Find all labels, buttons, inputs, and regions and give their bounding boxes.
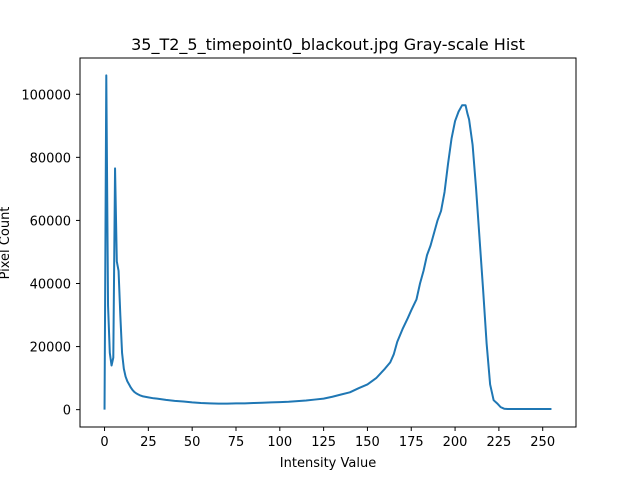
x-tick-label: 250 (530, 435, 555, 450)
y-axis: 0 20000 40000 60000 80000 100000 (21, 88, 80, 419)
chart-title: 35_T2_5_timepoint0_blackout.jpg Gray-sca… (131, 35, 525, 55)
histogram-line (103, 74, 552, 411)
x-axis-label: Intensity Value (280, 456, 376, 471)
x-tick-label: 25 (140, 435, 157, 450)
y-tick-label: 40000 (30, 278, 71, 293)
axes-frame (79, 57, 577, 428)
x-tick-label: 0 (100, 435, 108, 450)
x-tick-label: 225 (486, 435, 511, 450)
x-axis: 0 25 50 75 100 125 150 175 200 225 250 (100, 427, 555, 450)
x-tick-label: 100 (267, 435, 292, 450)
x-tick-label: 175 (399, 435, 424, 450)
y-tick-label: 20000 (30, 341, 71, 356)
x-tick-label: 200 (443, 435, 468, 450)
y-tick-label: 0 (63, 404, 71, 419)
y-tick-label: 100000 (21, 88, 71, 103)
x-tick-label: 75 (228, 435, 245, 450)
y-tick-label: 80000 (30, 151, 71, 166)
y-axis-label: Pixel Count (0, 207, 13, 280)
x-tick-label: 125 (311, 435, 336, 450)
x-tick-label: 50 (184, 435, 201, 450)
y-tick-label: 60000 (30, 214, 71, 229)
x-tick-label: 150 (355, 435, 380, 450)
plot-area (103, 74, 552, 411)
